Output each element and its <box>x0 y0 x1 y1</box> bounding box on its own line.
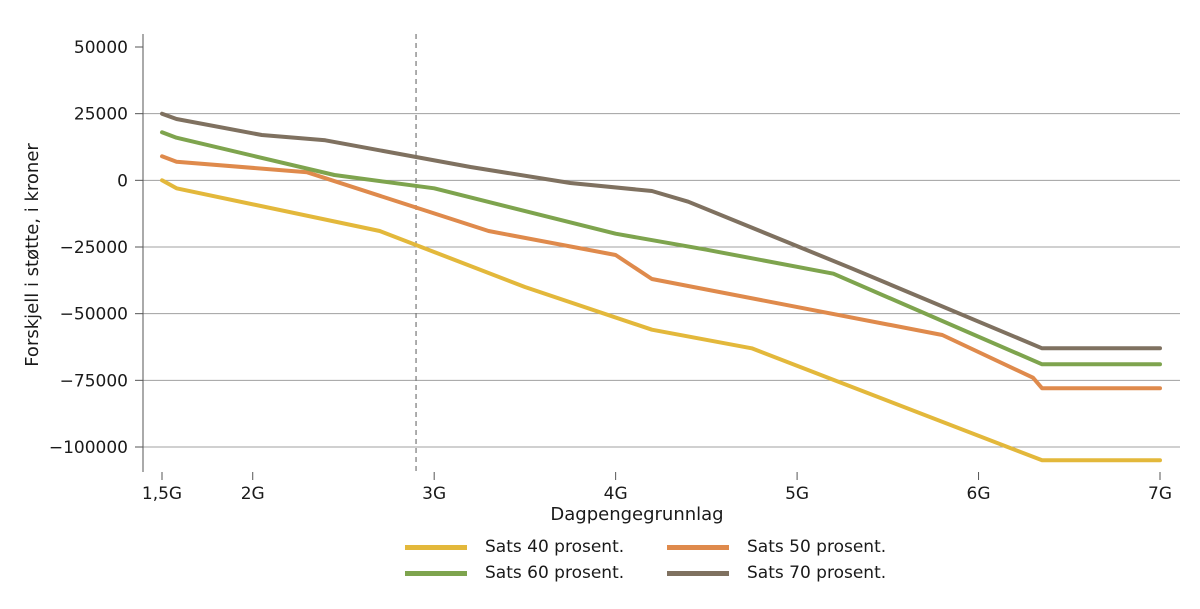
y-tick-label-4: −50000 <box>60 305 128 325</box>
x-tick-label-3: 4G <box>604 484 628 504</box>
y-tick-label-0: 50000 <box>74 38 128 58</box>
legend-swatch-sats-60 <box>405 570 467 576</box>
y-tick-label-6: −100000 <box>49 438 128 458</box>
legend-label-sats-50: Sats 50 prosent. <box>747 537 887 557</box>
legend: Sats 40 prosent. Sats 50 prosent. Sats 6… <box>405 536 907 584</box>
x-axis-label: Dagpengegrunnlag <box>550 504 723 525</box>
x-tick-label-6: 7G <box>1148 484 1172 504</box>
legend-swatch-sats-40 <box>405 544 467 550</box>
x-tick-label-2: 3G <box>422 484 446 504</box>
legend-item-sats-40: Sats 40 prosent. <box>405 536 667 558</box>
y-tick-label-1: 25000 <box>74 105 128 125</box>
x-tick-label-1: 2G <box>241 484 265 504</box>
x-tick-label-5: 6G <box>967 484 991 504</box>
y-axis-label: Forskjell i støtte, i kroner <box>22 143 43 367</box>
legend-swatch-sats-70 <box>667 570 729 576</box>
x-axis-ticks: 1,5G 2G 3G 4G 5G 6G 7G <box>142 472 1172 504</box>
legend-item-sats-70: Sats 70 prosent. <box>667 562 907 584</box>
y-tick-label-2: 0 <box>117 171 128 191</box>
x-tick-label-4: 5G <box>785 484 809 504</box>
x-tick-label-0: 1,5G <box>142 484 182 504</box>
gridlines <box>143 113 1180 448</box>
series-line-1 <box>160 154 1162 391</box>
series-line-3 <box>160 111 1162 351</box>
legend-item-sats-50: Sats 50 prosent. <box>667 536 907 558</box>
legend-label-sats-60: Sats 60 prosent. <box>485 563 625 583</box>
y-tick-label-5: −75000 <box>60 371 128 391</box>
legend-item-sats-60: Sats 60 prosent. <box>405 562 667 584</box>
y-tick-label-3: −25000 <box>60 238 128 258</box>
series-line-0 <box>160 178 1162 463</box>
legend-label-sats-40: Sats 40 prosent. <box>485 537 625 557</box>
y-axis-ticks: 50000 25000 0 −25000 −50000 −75000 −100000 <box>49 38 143 458</box>
legend-swatch-sats-50 <box>667 544 729 550</box>
series-line-2 <box>160 130 1162 367</box>
series-lines <box>160 111 1162 463</box>
legend-label-sats-70: Sats 70 prosent. <box>747 563 887 583</box>
